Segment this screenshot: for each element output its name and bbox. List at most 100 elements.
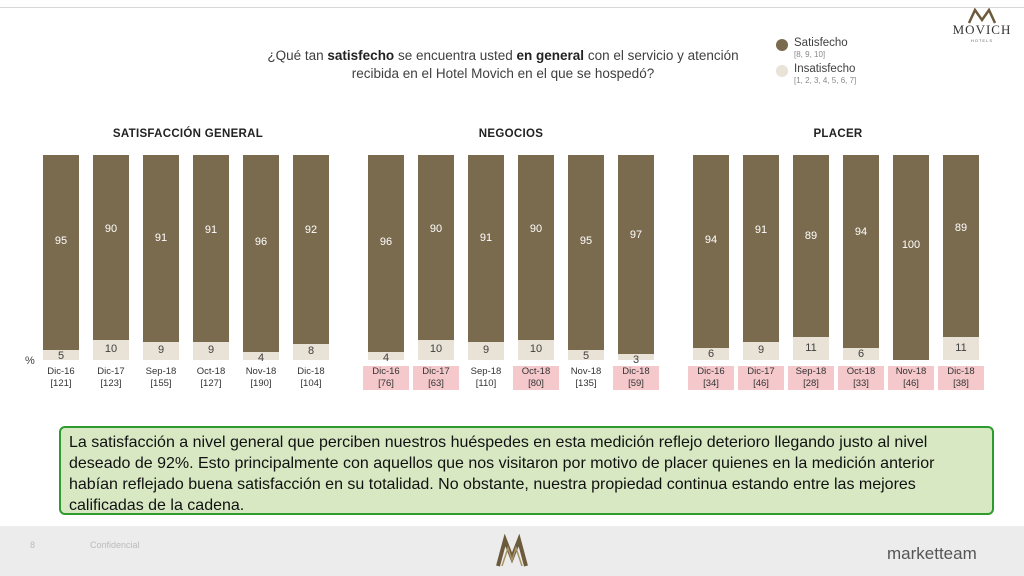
bar-0-3: 9 91 — [193, 155, 229, 360]
bar-1-3: 10 90 — [518, 155, 554, 360]
x-tick-label: Sep-18 [110] — [463, 366, 509, 390]
data-label-satisfied: 92 — [304, 224, 318, 237]
movich-logo: MOVICH HOTELS — [944, 8, 1020, 48]
bar-segment-satisfied — [293, 155, 329, 344]
data-label-satisfied: 91 — [154, 231, 168, 244]
x-tick-label: Dic-18 [104] — [288, 366, 334, 390]
x-tick-period: Dic-17 — [97, 366, 125, 377]
data-label-unsatisfied: 3 — [632, 353, 640, 366]
panel-title-placer: PLACER — [813, 128, 863, 140]
bar-1-5: 3 97 — [618, 155, 654, 366]
survey-question: ¿Qué tan satisfecho se encuentra usted e… — [267, 48, 739, 81]
data-label-unsatisfied: 4 — [257, 351, 265, 364]
legend-swatch-unsatisfied — [776, 65, 788, 77]
panel-title-negocios: NEGOCIOS — [478, 128, 544, 140]
data-label-unsatisfied: 11 — [805, 341, 817, 354]
x-tick-period: Sep-18 — [145, 366, 177, 377]
x-tick-label: Dic-16 [76] — [363, 366, 409, 390]
x-tick-base: [80] — [528, 378, 544, 389]
x-tick-base: [135] — [575, 378, 597, 389]
data-label-unsatisfied: 9 — [207, 343, 215, 356]
bar-segment-satisfied — [843, 155, 879, 348]
bar-segment-unsatisfied — [618, 353, 654, 360]
x-tick-period: Oct-18 — [846, 366, 876, 377]
data-label-satisfied: 95 — [54, 234, 68, 247]
x-tick-period: Sep-18 — [470, 366, 502, 377]
legend-item-unsatisfied: Insatisfecho [1, 2, 3, 4, 5, 6, 7] — [776, 63, 856, 85]
bar-segment-satisfied — [793, 155, 829, 338]
bar-1-2: 9 91 — [468, 155, 504, 360]
bar-segment-unsatisfied — [368, 351, 404, 360]
data-label-satisfied: 91 — [479, 231, 493, 244]
bar-segment-unsatisfied — [93, 339, 129, 360]
x-tick-period: Dic-18 — [947, 366, 975, 377]
data-label-unsatisfied: 6 — [707, 347, 715, 360]
x-tick-base: [127] — [200, 378, 222, 389]
data-label-unsatisfied: 4 — [382, 351, 390, 364]
data-label-satisfied: 100 — [901, 239, 921, 251]
company-name: marketteam — [887, 544, 977, 563]
bar-segment-unsatisfied — [293, 343, 329, 360]
data-label-satisfied: 91 — [754, 223, 768, 236]
movich-monogram-icon — [496, 534, 528, 567]
legend-swatch-satisfied — [776, 39, 788, 51]
data-label-unsatisfied: 9 — [157, 343, 165, 356]
bar-segment-unsatisfied — [243, 351, 279, 360]
legend-label-satisfied: Satisfecho — [794, 37, 848, 49]
bar-segment-satisfied — [368, 155, 404, 352]
x-tick-base: [155] — [150, 378, 172, 389]
data-label-satisfied: 95 — [579, 234, 593, 247]
bar-segment-satisfied — [618, 155, 654, 354]
data-label-unsatisfied: 10 — [429, 342, 443, 355]
footer-bar: 8 Confidencial marketteam — [0, 526, 1024, 576]
data-label-satisfied: 96 — [379, 235, 393, 248]
data-label-satisfied: 91 — [204, 223, 218, 236]
data-label-satisfied: 94 — [704, 234, 718, 247]
x-tick-period: Dic-18 — [622, 366, 650, 377]
x-tick-label: Oct-18 [33] — [838, 366, 884, 390]
x-tick-base: [123] — [100, 378, 122, 389]
bar-segment-unsatisfied — [943, 337, 979, 360]
x-tick-base: [33] — [853, 378, 869, 389]
x-tick-period: Dic-18 — [297, 366, 325, 377]
bar-1-0: 4 96 — [368, 155, 404, 364]
bar-0-0: 5 95 — [43, 155, 79, 362]
x-tick-period: Dic-17 — [747, 366, 775, 377]
bar-1-1: 10 90 — [418, 155, 454, 360]
x-tick-period: Nov-18 — [895, 366, 927, 377]
legend-item-satisfied: Satisfecho [8, 9, 10] — [776, 37, 856, 59]
x-tick-label: Oct-18 [80] — [513, 366, 559, 390]
panel-title-general: SATISFACCIÓN GENERAL — [112, 128, 264, 140]
x-tick-base: [46] — [903, 378, 919, 389]
bar-0-4: 4 96 — [243, 155, 279, 364]
x-tick-base: [121] — [50, 378, 72, 389]
x-tick-label: Dic-16 [34] — [688, 366, 734, 390]
x-tick-base: [76] — [378, 378, 394, 389]
bar-2-4: 100 — [893, 155, 929, 360]
x-tick-base: [38] — [953, 378, 969, 389]
bar-segment-satisfied — [243, 155, 279, 352]
bar-segment-unsatisfied — [793, 337, 829, 360]
x-tick-base: [110] — [475, 378, 497, 389]
data-label-satisfied: 90 — [529, 222, 543, 235]
bar-2-5: 11 89 — [943, 155, 979, 360]
logo-mark-icon — [967, 8, 997, 24]
bar-segment-satisfied — [568, 155, 604, 350]
bar-2-0: 6 94 — [693, 155, 729, 360]
x-tick-label: Nov-18 [135] — [563, 366, 609, 390]
x-tick-base: [46] — [753, 378, 769, 389]
data-label-unsatisfied: 9 — [757, 343, 765, 356]
bar-2-3: 6 94 — [843, 155, 879, 360]
data-label-unsatisfied: 10 — [104, 342, 118, 355]
data-label-satisfied: 89 — [954, 221, 968, 234]
x-tick-period: Dic-16 — [372, 366, 400, 377]
data-label-satisfied: 97 — [629, 228, 643, 241]
x-tick-base: [34] — [703, 378, 719, 389]
data-label-satisfied: 90 — [104, 222, 118, 235]
x-tick-period: Oct-18 — [521, 366, 551, 377]
bar-0-2: 9 91 — [143, 155, 179, 360]
bar-segment-satisfied — [468, 155, 504, 342]
data-label-unsatisfied: 8 — [307, 344, 315, 357]
bar-segment-satisfied — [93, 155, 129, 340]
bar-segment-unsatisfied — [693, 347, 729, 360]
